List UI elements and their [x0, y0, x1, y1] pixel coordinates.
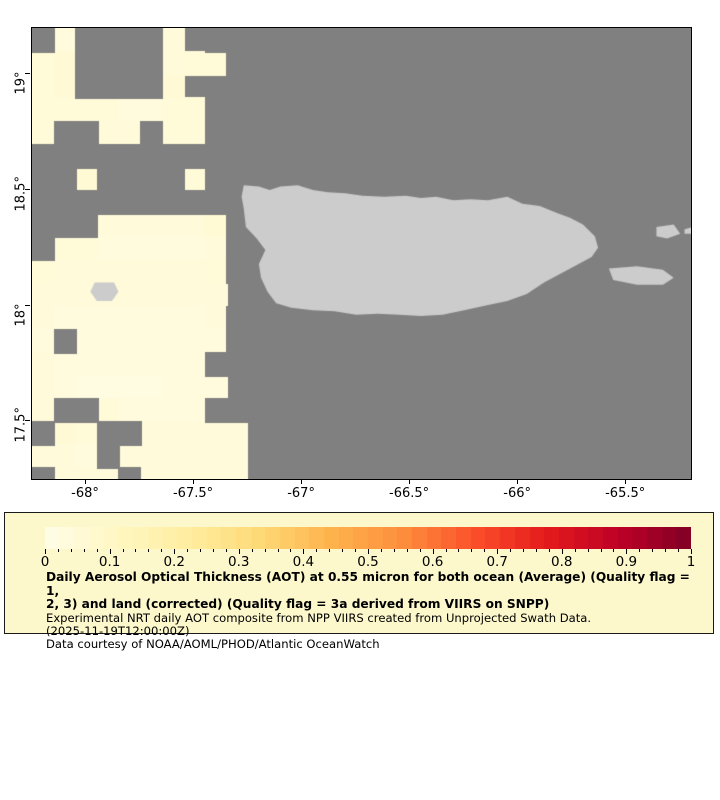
colorbar-tick-label: 0.4: [292, 554, 315, 570]
colorbar-minor-tick: [200, 549, 202, 552]
colorbar-tick-label: 0.8: [551, 554, 573, 570]
caption-courtesy-line: Data courtesy of NOAA/AOML/PHOD/Atlantic…: [46, 636, 380, 651]
colorbar-major-tick: [238, 549, 240, 554]
colorbar-minor-tick: [83, 549, 85, 552]
colorbar-minor-tick: [380, 549, 382, 552]
colorbar-tick-label: 0: [40, 554, 50, 570]
colorbar-minor-tick: [484, 549, 486, 552]
caption-block: Daily Aerosol Optical Thickness (AOT) at…: [46, 570, 706, 651]
colorbar-minor-tick: [574, 549, 576, 552]
x-tick-mark: [193, 479, 195, 484]
colorbar-minor-tick: [187, 549, 189, 552]
y-tick-mark: [25, 188, 30, 190]
x-tick-label: -66.5°: [389, 486, 430, 501]
colorbar-minor-tick: [316, 549, 318, 552]
colorbar-minor-tick: [161, 549, 163, 552]
colorbar-minor-tick: [342, 549, 344, 552]
x-tick-mark: [301, 479, 303, 484]
colorbar-major-tick: [432, 549, 434, 554]
y-tick-mark: [25, 304, 30, 306]
caption-title-line-2: 2, 3) and land (corrected) (Quality flag…: [46, 597, 550, 611]
colorbar-major-tick: [497, 549, 499, 554]
colorbar-minor-tick: [587, 549, 589, 552]
colorbar-major-tick: [626, 549, 628, 554]
colorbar-tick-label: 1: [686, 554, 696, 570]
y-tick-mark: [25, 420, 30, 422]
colorbar-minor-tick: [406, 549, 408, 552]
y-tick-label: 19°: [13, 71, 29, 95]
colorbar-tick-label: 0.2: [163, 554, 185, 570]
colorbar-minor-tick: [212, 549, 214, 552]
colorbar-major-tick: [174, 549, 176, 554]
colorbar-tick-label: 0.1: [98, 554, 121, 570]
colorbar-minor-tick: [458, 549, 460, 552]
colorbar-tick-label: 0.3: [228, 554, 250, 570]
colorbar-minor-tick: [148, 549, 150, 552]
colorbar-minor-tick: [652, 549, 654, 552]
colorbar-minor-tick: [264, 549, 266, 552]
colorbar-minor-tick: [393, 549, 395, 552]
colorbar-minor-tick: [471, 549, 473, 552]
colorbar-minor-tick: [122, 549, 124, 552]
colorbar-minor-tick: [290, 549, 292, 552]
colorbar-major-tick: [109, 549, 111, 554]
legend-panel: 0 0.1 0.2 0.3 0.4 0.5 0.6 0.7 0.8 0.9 1 Daily Aero…: [4, 512, 714, 651]
colorbar-tick-label: 0.7: [486, 554, 508, 570]
colorbar-major-tick: [368, 549, 369, 554]
x-tick-label: -65.5°: [605, 486, 646, 501]
colorbar[interactable]: [45, 527, 691, 549]
colorbar-minor-tick: [251, 549, 253, 552]
colorbar-tick-label: 0.9: [615, 554, 638, 570]
x-tick-mark: [85, 479, 87, 484]
colorbar-major-tick: [691, 549, 692, 554]
colorbar-minor-tick: [639, 549, 641, 552]
x-tick-label: -68°: [71, 486, 99, 501]
colorbar-minor-tick: [613, 549, 615, 552]
colorbar-minor-tick: [523, 549, 525, 552]
colorbar-minor-tick: [419, 549, 421, 552]
x-tick-mark: [409, 479, 411, 484]
colorbar-tick-label: 0.6: [421, 554, 444, 570]
y-tick-mark: [25, 73, 30, 75]
y-tick-label: 18°: [13, 303, 29, 327]
caption-timestamp-line: (2025-11-19T12:00:00Z): [46, 623, 190, 638]
colorbar-minor-tick: [678, 549, 680, 552]
colorbar-minor-tick: [665, 549, 667, 552]
colorbar-minor-tick: [600, 549, 602, 552]
colorbar-minor-tick: [225, 549, 227, 552]
colorbar-tick-label: 0.5: [357, 554, 379, 570]
colorbar-minor-tick: [445, 549, 447, 552]
x-tick-label: -67.5°: [172, 486, 214, 501]
x-tick-mark: [625, 479, 627, 484]
x-tick-label: -66°: [503, 486, 532, 501]
x-tick-label: -67°: [287, 486, 315, 501]
colorbar-minor-tick: [96, 549, 98, 552]
y-tick-label: 18.5°: [13, 175, 29, 212]
colorbar-minor-tick: [355, 549, 357, 552]
caption-source-line: Experimental NRT daily AOT composite fro…: [46, 610, 592, 625]
colorbar-minor-tick: [535, 549, 537, 552]
colorbar-minor-tick: [135, 549, 137, 552]
colorbar-minor-tick: [329, 549, 331, 552]
caption-title-line-1: Daily Aerosol Optical Thickness (AOT) at…: [46, 570, 690, 598]
colorbar-major-tick: [561, 549, 563, 554]
aot-raster-heatmap: [32, 28, 691, 479]
colorbar-major-tick: [45, 549, 46, 554]
colorbar-minor-tick: [548, 549, 550, 552]
colorbar-minor-tick: [57, 549, 59, 552]
colorbar-minor-tick: [510, 549, 512, 552]
colorbar-minor-tick: [70, 549, 72, 552]
y-tick-label: 17.5°: [13, 407, 29, 443]
x-tick-mark: [517, 479, 519, 484]
colorbar-minor-tick: [277, 549, 279, 552]
map-plot-area[interactable]: [31, 27, 692, 480]
colorbar-major-tick: [303, 549, 305, 554]
